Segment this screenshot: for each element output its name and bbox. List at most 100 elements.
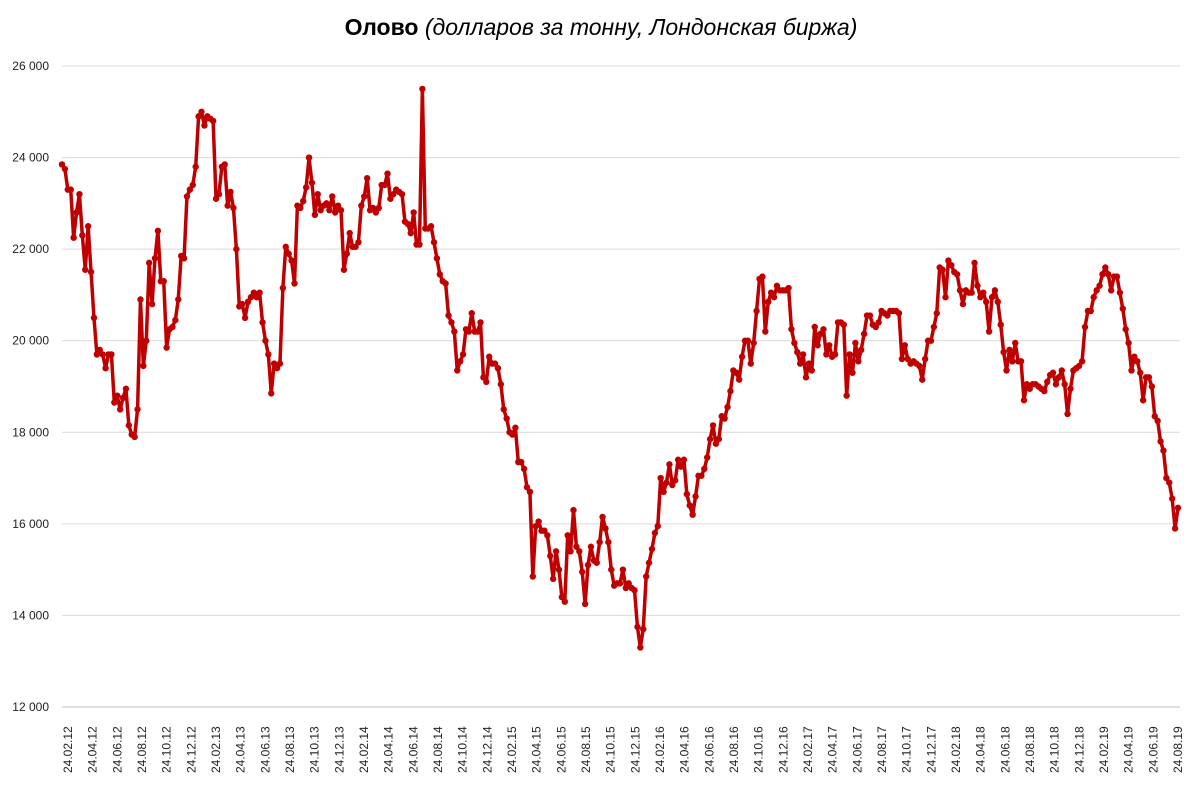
- data-point: [1017, 358, 1025, 365]
- data-point: [520, 465, 528, 473]
- data-point: [1137, 369, 1144, 376]
- chart-title-subtitle: (долларов за тонну, Лондонская биржа): [424, 14, 858, 40]
- data-point: [352, 243, 359, 251]
- data-point: [544, 532, 551, 539]
- data-point: [1148, 383, 1156, 390]
- data-point: [884, 312, 891, 319]
- data-point: [558, 593, 566, 601]
- data-point: [642, 573, 650, 580]
- data-point: [773, 282, 781, 289]
- x-tick-label: 24.04.19: [1122, 726, 1136, 773]
- data-point: [186, 186, 194, 193]
- data-point: [1171, 525, 1179, 532]
- data-point: [480, 374, 487, 381]
- data-point: [1113, 273, 1121, 280]
- data-point: [1020, 397, 1028, 404]
- data-point: [547, 552, 554, 560]
- data-point: [398, 191, 406, 198]
- data-point: [230, 204, 237, 212]
- data-point: [1116, 289, 1124, 296]
- data-point: [953, 271, 961, 278]
- data-point: [631, 587, 638, 594]
- data-point: [765, 298, 772, 305]
- x-tick-label: 24.06.14: [406, 726, 420, 773]
- data-point: [1102, 264, 1109, 271]
- data-point: [288, 257, 295, 264]
- data-point: [221, 161, 228, 168]
- x-tick-label: 24.06.13: [258, 726, 272, 773]
- data-point: [1075, 362, 1083, 370]
- data-point: [561, 598, 568, 605]
- data-point: [843, 392, 850, 399]
- x-tick-label: 24.10.15: [604, 726, 618, 773]
- data-point: [634, 623, 641, 631]
- data-point: [770, 294, 778, 301]
- data-point: [1154, 417, 1161, 425]
- data-point: [442, 280, 449, 287]
- data-point: [680, 456, 688, 463]
- y-tick-label: 26 000: [12, 59, 49, 73]
- data-point: [858, 346, 865, 354]
- data-point: [215, 191, 223, 198]
- data-point: [1134, 358, 1141, 365]
- data-point: [689, 511, 696, 518]
- data-point: [410, 209, 417, 216]
- x-tick-label: 24.08.15: [579, 726, 593, 773]
- data-point: [241, 314, 249, 322]
- data-point: [145, 259, 153, 267]
- data-point: [1081, 323, 1089, 331]
- data-point: [140, 362, 147, 370]
- x-tick-label: 24.02.18: [949, 726, 963, 773]
- data-point: [1128, 367, 1135, 374]
- x-tick-label: 24.12.15: [628, 726, 642, 773]
- data-point: [625, 580, 632, 587]
- data-point: [988, 294, 996, 301]
- data-point: [224, 202, 231, 209]
- data-point: [701, 465, 708, 473]
- data-point: [119, 394, 127, 402]
- x-tick-label: 24.10.12: [160, 726, 174, 773]
- data-point: [959, 300, 967, 308]
- data-point: [512, 424, 519, 431]
- data-point: [791, 339, 798, 347]
- data-point: [968, 289, 975, 296]
- data-point: [175, 296, 182, 303]
- data-point: [331, 209, 339, 216]
- data-point: [593, 559, 600, 566]
- x-tick-label: 24.02.12: [61, 726, 75, 773]
- data-point: [1078, 358, 1086, 365]
- data-point: [1122, 326, 1129, 333]
- data-point: [1026, 385, 1033, 392]
- data-point: [817, 330, 824, 338]
- data-point: [279, 284, 287, 292]
- data-point: [262, 337, 269, 344]
- y-tick-label: 12 000: [12, 700, 49, 714]
- x-tick-label: 24.12.17: [924, 726, 938, 773]
- data-point: [148, 300, 156, 308]
- data-point: [1087, 307, 1095, 315]
- x-tick-label: 24.06.18: [998, 726, 1012, 773]
- data-point: [337, 207, 345, 214]
- x-tick-label: 24.08.13: [283, 726, 297, 773]
- x-tick-label: 24.08.16: [727, 726, 741, 773]
- data-point: [82, 266, 89, 273]
- data-point: [994, 298, 1002, 305]
- data-point: [198, 108, 205, 115]
- data-point: [1125, 339, 1132, 347]
- data-point: [390, 191, 397, 198]
- data-point: [483, 378, 490, 386]
- data-point: [276, 360, 284, 367]
- data-point: [430, 239, 438, 246]
- data-point: [305, 154, 313, 161]
- data-point: [985, 328, 993, 335]
- data-point: [677, 463, 685, 470]
- data-point: [599, 513, 606, 521]
- data-point: [131, 433, 138, 441]
- data-point: [709, 422, 717, 429]
- data-point: [253, 294, 260, 301]
- x-tick-label: 24.08.19: [1171, 726, 1185, 773]
- data-point: [163, 344, 170, 351]
- data-point: [532, 522, 539, 530]
- data-point: [762, 328, 769, 335]
